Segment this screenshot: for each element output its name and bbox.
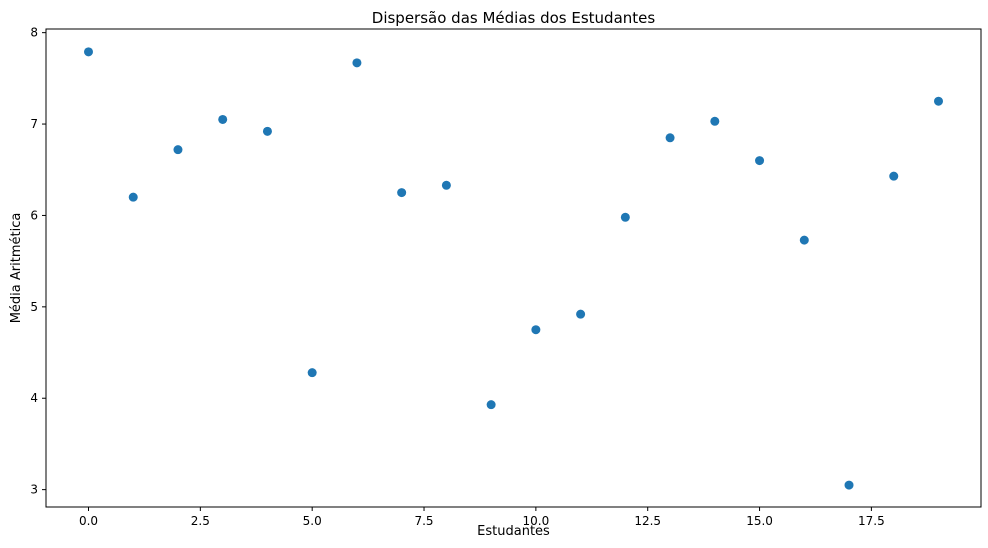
- x-tick-label: 2.5: [191, 514, 210, 528]
- scatter-point: [397, 188, 407, 198]
- x-tick-label: 5.0: [303, 514, 322, 528]
- y-tick-label: 7: [30, 117, 38, 131]
- scatter-point: [710, 116, 720, 126]
- data-points: [84, 47, 943, 490]
- scatter-point: [889, 171, 899, 181]
- scatter-point: [441, 180, 451, 190]
- x-axis-label: Estudantes: [477, 524, 550, 539]
- scatter-point: [262, 126, 272, 136]
- scatter-point: [576, 309, 586, 319]
- axes-frame: [45, 28, 982, 508]
- x-tick-label: 7.5: [414, 514, 433, 528]
- y-tick-label: 4: [30, 391, 38, 405]
- y-tick-label: 5: [30, 300, 38, 314]
- scatter-point: [486, 400, 496, 410]
- scatter-point: [352, 58, 362, 68]
- x-tick-label: 17.5: [858, 514, 885, 528]
- y-axis-label: Média Aritmética: [9, 213, 24, 324]
- plot-area: 0.0 2.5 5.0 7.5 10.0 12.5 15.0 17.5 3 4 5 6 7 8: [30, 26, 982, 528]
- scatter-point: [128, 192, 138, 202]
- scatter-point: [218, 114, 228, 124]
- x-axis: 0.0 2.5 5.0 7.5 10.0 12.5 15.0 17.5: [79, 507, 885, 528]
- chart-title: Dispersão das Médias dos Estudantes: [372, 9, 656, 27]
- y-tick-label: 6: [30, 208, 38, 222]
- x-tick-label: 10.0: [523, 514, 550, 528]
- y-tick-label: 8: [30, 26, 38, 40]
- x-tick-label: 15.0: [746, 514, 773, 528]
- scatter-point: [84, 47, 93, 57]
- scatter-point: [665, 133, 675, 143]
- scatter-point: [755, 156, 765, 166]
- y-tick-label: 3: [30, 483, 38, 497]
- scatter-point: [531, 325, 541, 335]
- scatter-point: [307, 368, 317, 378]
- x-tick-label: 12.5: [634, 514, 661, 528]
- scatter-point: [844, 480, 854, 490]
- x-tick-label: 0.0: [79, 514, 98, 528]
- scatter-point: [799, 235, 809, 245]
- y-axis: 3 4 5 6 7 8: [30, 26, 46, 497]
- scatter-point: [934, 96, 943, 106]
- scatter-point: [620, 212, 630, 222]
- scatter-point: [173, 145, 183, 155]
